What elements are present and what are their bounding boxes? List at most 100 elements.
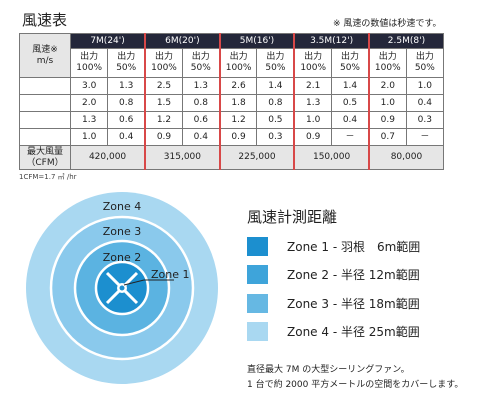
- wind-speed-cell: 1.3: [181, 77, 221, 95]
- description-line-1: 直径最大 7M の大型シーリングファン。: [247, 365, 410, 375]
- wind-speed-cell: 0.8: [107, 94, 146, 112]
- wind-speed-cell: 0.8: [256, 94, 295, 112]
- output-header-percent: 100%: [225, 63, 252, 73]
- output-header-percent: 50%: [339, 63, 360, 73]
- output-header-top: 出力: [154, 52, 173, 62]
- zone3-diagram-label: Zone 3: [103, 225, 142, 238]
- zone-diagram: Zone 4 Zone 3 Zone 2 Zone 1: [26, 192, 218, 384]
- wind-speed-cell: 0.9: [144, 128, 183, 146]
- zone-row-label: Zone4: [19, 128, 71, 146]
- wind-speed-cell: 1.2: [218, 111, 258, 129]
- wind-speed-cell: 0.6: [181, 111, 221, 129]
- max-airflow-label-top: 最大風量: [26, 146, 63, 157]
- output-header-percent: 100%: [151, 63, 177, 73]
- corner-header-bottom: m/s: [36, 55, 54, 66]
- wind-speed-cell: 0.4: [405, 94, 445, 112]
- output-header-percent: 100%: [300, 63, 327, 73]
- wind-speed-cell: 0.8: [181, 94, 221, 112]
- output-header-cell: 出力 100%: [293, 48, 333, 78]
- output-header-top: 出力: [304, 52, 323, 62]
- table-row: Zone4 1.0 0.4 0.9 0.4 0.9 0.3 0.9 － 0.7 －: [19, 128, 445, 146]
- table-row: Zone3 1.3 0.6 1.2 0.6 1.2 0.5 1.0 0.4 0.9 0.3: [19, 111, 445, 129]
- wind-speed-cell: 0.9: [218, 128, 258, 146]
- output-header-cell: 出力 50%: [405, 48, 445, 78]
- wind-speed-cell: 2.0: [69, 94, 109, 112]
- corner-header-cell: 風速※ m/s: [19, 33, 71, 78]
- wind-speed-cell: 3.0: [69, 77, 109, 95]
- output-header-top: 出力: [191, 52, 210, 62]
- model-header-7m: 7M(24'): [70, 33, 146, 49]
- output-header-cell: 出力 100%: [144, 48, 183, 78]
- output-header-percent: 50%: [414, 63, 435, 73]
- output-header-top: 出力: [117, 52, 136, 62]
- wind-speed-cell: 1.0: [293, 111, 333, 129]
- model-header-6m: 6M(20'): [144, 33, 221, 49]
- description-line-2: 1 台で約 2000 平方メートルの空間をカバーします。: [247, 380, 464, 390]
- output-header-percent: 100%: [374, 63, 401, 73]
- output-header-cell: 出力 50%: [181, 48, 221, 78]
- zone1-diagram-label: Zone 1: [151, 268, 190, 281]
- zone-row-label: Zone1: [19, 77, 71, 95]
- wind-speed-cell: 2.1: [293, 77, 333, 95]
- table-row: Zone1 3.0 1.3 2.5 1.3 2.6 1.4 2.1 1.4 2.0 1.0: [19, 77, 445, 95]
- legend-zone1-label: Zone 1 - 羽根 6m範囲: [287, 240, 421, 254]
- wind-speed-cell: 2.5: [144, 77, 183, 95]
- max-airflow-cell: 80,000: [367, 145, 444, 170]
- table-output-header-row: 出力 100% 出力 50% 出力 100% 出力 50% 出力 100% 出力 50% 出力 100% 出…: [20, 48, 445, 78]
- wind-speed-cell: 0.4: [331, 111, 370, 129]
- legend-zone3-swatch: [247, 294, 268, 313]
- max-airflow-cell: 315,000: [144, 145, 221, 170]
- wind-speed-cell: 0.6: [107, 111, 146, 129]
- wind-speed-cell: 1.5: [144, 94, 183, 112]
- output-header-cell: 出力 100%: [69, 48, 109, 78]
- wind-speed-cell: －: [331, 128, 370, 146]
- wind-speed-cell: 0.5: [256, 111, 295, 129]
- wind-speed-cell: 1.4: [331, 77, 370, 95]
- legend-zone1: Zone 1 - 羽根 6m範囲: [247, 237, 420, 256]
- page-title: 風速表: [22, 11, 68, 29]
- wind-speed-cell: 0.7: [367, 128, 407, 146]
- wind-speed-cell: 1.0: [405, 77, 445, 95]
- wind-speed-cell: 0.4: [181, 128, 221, 146]
- max-airflow-label: 最大風量 （CFM）: [19, 145, 71, 170]
- legend-zone4-swatch: [247, 322, 268, 341]
- wind-speed-cell: 0.4: [107, 128, 146, 146]
- legend-zone2: Zone 2 - 半径 12m範囲: [247, 265, 420, 284]
- wind-speed-cell: 1.3: [107, 77, 146, 95]
- model-header-5m: 5M(16'): [218, 33, 295, 49]
- zone2-diagram-label: Zone 2: [103, 251, 142, 264]
- legend-zone2-label: Zone 2 - 半径 12m範囲: [287, 268, 420, 282]
- table-max-airflow-row: 最大風量 （CFM） 420,000 315,000 225,000 150,000 8…: [19, 145, 444, 170]
- output-header-cell: 出力 50%: [256, 48, 295, 78]
- output-header-top: 出力: [80, 52, 99, 62]
- output-header-top: 出力: [415, 52, 434, 62]
- output-header-top: 出力: [229, 52, 248, 62]
- max-airflow-cell: 225,000: [218, 145, 295, 170]
- wind-speed-note: ※ 風速の数値は秒速です。: [333, 19, 442, 29]
- wind-speed-cell: 0.3: [256, 128, 295, 146]
- output-header-cell: 出力 50%: [331, 48, 370, 78]
- zone4-diagram-label: Zone 4: [103, 200, 142, 213]
- zone1-leader-line-diag: [123, 279, 145, 286]
- legend-zone1-swatch: [247, 237, 268, 256]
- legend-zone4-label: Zone 4 - 半径 25m範囲: [287, 325, 420, 339]
- output-header-percent: 50%: [265, 63, 286, 73]
- corner-header-top: 風速※: [32, 44, 58, 55]
- output-header-cell: 出力 100%: [367, 48, 407, 78]
- wind-speed-cell: 0.9: [293, 128, 333, 146]
- zone-row-label: Zone2: [19, 94, 71, 112]
- legend-zone3-label: Zone 3 - 半径 18m範囲: [287, 297, 420, 311]
- model-header-3-5m: 3.5M(12'): [293, 33, 370, 49]
- table-zone-rows: Zone1 3.0 1.3 2.5 1.3 2.6 1.4 2.1 1.4 2.0 1.0 Zone2…: [19, 77, 445, 146]
- wind-speed-cell: 0.3: [405, 111, 445, 129]
- wind-speed-cell: 1.8: [218, 94, 258, 112]
- output-header-percent: 100%: [76, 63, 103, 73]
- wind-speed-cell: 1.2: [144, 111, 183, 129]
- output-header-cell: 出力 50%: [107, 48, 146, 78]
- distance-title: 風速計測距離: [247, 208, 338, 226]
- output-header-percent: 50%: [190, 63, 211, 73]
- output-header-top: 出力: [266, 52, 285, 62]
- wind-speed-table: 風速※ m/s 7M(24') 6M(20') 5M(16') 3.5M(12'…: [19, 33, 445, 170]
- legend-zone4: Zone 4 - 半径 25m範囲: [247, 322, 420, 341]
- max-airflow-cell: 150,000: [293, 145, 370, 170]
